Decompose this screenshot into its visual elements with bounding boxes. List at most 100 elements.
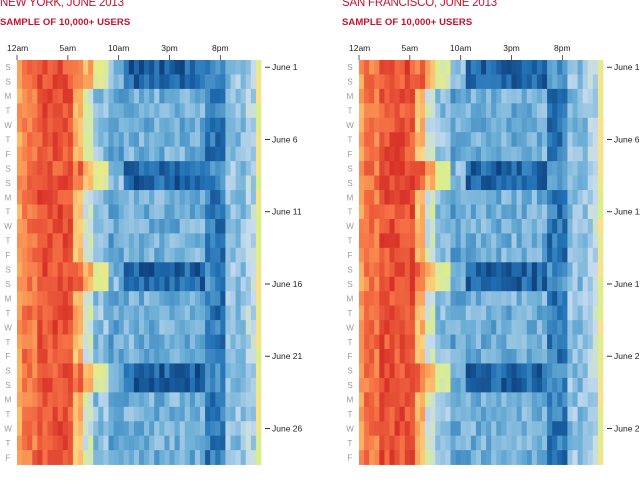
heatmap-cell bbox=[536, 435, 543, 451]
heatmap-cell bbox=[159, 103, 165, 119]
heatmap-cell bbox=[205, 349, 211, 364]
heatmap-cell bbox=[379, 247, 385, 263]
heatmap-cell bbox=[536, 291, 543, 306]
heatmap-cell bbox=[78, 175, 84, 191]
heatmap-cell bbox=[225, 276, 231, 292]
heatmap-cell bbox=[481, 363, 487, 379]
heatmap-cell bbox=[174, 190, 181, 205]
heatmap-cell bbox=[169, 132, 175, 148]
heatmap-cell bbox=[42, 276, 48, 292]
heatmap-cell bbox=[118, 161, 125, 176]
heatmap-cell bbox=[164, 320, 170, 335]
heatmap-cell bbox=[225, 161, 231, 176]
heatmap-cell bbox=[78, 262, 84, 278]
heatmap-cell bbox=[450, 204, 456, 220]
heatmap-cell bbox=[52, 204, 59, 220]
heatmap-cell bbox=[98, 60, 104, 75]
heatmap-cell bbox=[67, 233, 74, 249]
heatmap-cell bbox=[455, 363, 462, 379]
heatmap-cell bbox=[78, 291, 84, 306]
heatmap-cell bbox=[52, 334, 59, 350]
heatmap-cell bbox=[88, 146, 94, 162]
heatmap-cell bbox=[98, 392, 104, 408]
heatmap-cell bbox=[562, 132, 568, 148]
heatmap-cell bbox=[22, 435, 28, 451]
heatmap-cell bbox=[526, 88, 533, 104]
heatmap-cell bbox=[562, 305, 568, 321]
heatmap-cell bbox=[470, 146, 477, 162]
heatmap-cell bbox=[475, 262, 482, 278]
heatmap-cell bbox=[369, 291, 375, 306]
heatmap-cell bbox=[389, 60, 395, 75]
heatmap-cell bbox=[240, 305, 247, 321]
heatmap-cell bbox=[144, 88, 150, 104]
heatmap-cell bbox=[149, 117, 155, 133]
heatmap-cell bbox=[164, 132, 170, 148]
heatmap-cell bbox=[516, 276, 523, 292]
heatmap-cell bbox=[501, 291, 507, 306]
heatmap-cell bbox=[359, 117, 365, 133]
heatmap-cell bbox=[491, 377, 497, 393]
heatmap-cell bbox=[169, 247, 175, 263]
row-day-label: S bbox=[347, 381, 352, 390]
heatmap-cell bbox=[414, 406, 421, 422]
heatmap-cell bbox=[399, 161, 406, 176]
heatmap-cell bbox=[240, 262, 247, 278]
heatmap-cell bbox=[506, 233, 512, 249]
heatmap-cell bbox=[103, 392, 109, 408]
heatmap-cell bbox=[414, 132, 421, 148]
heatmap-cell bbox=[597, 421, 604, 437]
heatmap-cell bbox=[394, 88, 401, 104]
heatmap-cell bbox=[67, 406, 74, 422]
heatmap-cell bbox=[359, 247, 365, 263]
heatmap-cell bbox=[128, 161, 135, 176]
heatmap-cell bbox=[369, 132, 375, 148]
heatmap-cell bbox=[179, 146, 186, 162]
heatmap-cell bbox=[450, 435, 456, 451]
heatmap-cell bbox=[123, 450, 130, 465]
heatmap-cell bbox=[220, 406, 226, 422]
heatmap-cell bbox=[420, 392, 426, 408]
heatmap-cell bbox=[93, 276, 99, 292]
heatmap-cell bbox=[42, 247, 48, 263]
date-marker-label: June 16 bbox=[614, 279, 640, 289]
heatmap-cell bbox=[235, 363, 242, 379]
heatmap-cell bbox=[72, 146, 79, 162]
heatmap-cell bbox=[255, 421, 262, 437]
heatmap-cell bbox=[399, 60, 406, 75]
heatmap-cell bbox=[98, 161, 104, 176]
heatmap-cell bbox=[88, 392, 94, 408]
heatmap-cell bbox=[174, 334, 181, 350]
heatmap-cell bbox=[57, 146, 64, 162]
heatmap-cell bbox=[450, 233, 456, 249]
heatmap-cell bbox=[409, 305, 416, 321]
heatmap-cell bbox=[118, 276, 125, 292]
heatmap-cell bbox=[103, 60, 109, 75]
heatmap-cell bbox=[562, 406, 568, 422]
heatmap-cell bbox=[189, 262, 196, 278]
heatmap-cell bbox=[552, 233, 558, 249]
heatmap-cell bbox=[37, 421, 43, 437]
heatmap-cell bbox=[27, 276, 33, 292]
heatmap-cell bbox=[194, 103, 201, 119]
heatmap-cell bbox=[465, 161, 472, 176]
heatmap-cell bbox=[103, 103, 109, 119]
heatmap-cell bbox=[475, 60, 482, 75]
heatmap-cell bbox=[394, 103, 401, 119]
heatmap-cell bbox=[220, 161, 226, 176]
heatmap-cell bbox=[245, 406, 252, 422]
heatmap-cell bbox=[399, 117, 406, 133]
heatmap-cell bbox=[389, 334, 395, 350]
heatmap-cell bbox=[409, 276, 416, 292]
heatmap-cell bbox=[389, 421, 395, 437]
heatmap-cell bbox=[399, 406, 406, 422]
heatmap-cell bbox=[67, 103, 74, 119]
heatmap-cell bbox=[98, 421, 104, 437]
row-day-label: M bbox=[5, 92, 12, 101]
heatmap-cell bbox=[542, 190, 548, 205]
heatmap-cell bbox=[220, 276, 226, 292]
heatmap-cell bbox=[98, 74, 104, 90]
heatmap-cell bbox=[27, 233, 33, 249]
heatmap-cell bbox=[425, 103, 431, 119]
heatmap-cell bbox=[37, 218, 43, 234]
